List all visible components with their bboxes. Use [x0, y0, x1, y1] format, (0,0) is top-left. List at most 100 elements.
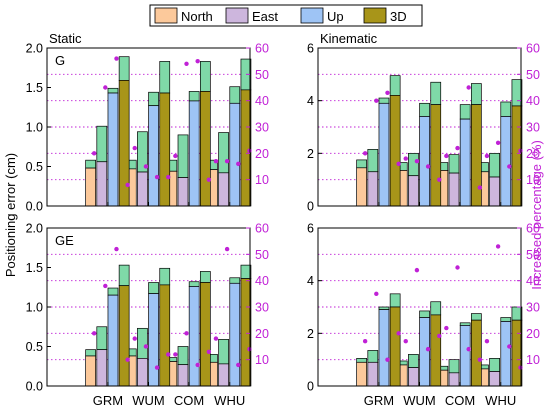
- percentage-point: [224, 159, 230, 164]
- bar-extension-d3: [118, 56, 130, 81]
- percentage-point: [484, 339, 490, 344]
- bar-extension-d3: [159, 267, 171, 286]
- bar-east: [177, 364, 189, 387]
- y-tick-label: 0.0: [26, 200, 43, 214]
- percentage-point: [247, 148, 252, 153]
- bar-d3: [240, 89, 252, 207]
- percentage-point: [362, 339, 368, 344]
- panel-bottom-right: 0 2 4 6 10 20 30 40 50 60 GRM WUM COM WHU: [307, 222, 540, 409]
- bar-east: [448, 372, 460, 387]
- bar-extension-east: [367, 350, 379, 363]
- y-tick-label: 0.0: [26, 380, 43, 394]
- percentage-point: [184, 331, 189, 336]
- bar-extension-east: [218, 339, 229, 365]
- bar-extension-d3: [511, 306, 523, 321]
- percentage-point: [437, 177, 442, 182]
- percentage-point: [195, 362, 200, 368]
- category-label: GRM: [364, 393, 394, 408]
- legend-swatch-east: [225, 7, 249, 24]
- bar-north: [85, 167, 96, 207]
- bar-extension-up: [107, 287, 119, 296]
- bar-extension-east: [367, 149, 379, 173]
- bar-east: [408, 367, 419, 387]
- panel-tag: G: [55, 53, 65, 68]
- bar-d3: [430, 104, 442, 207]
- bar-d3: [470, 319, 482, 387]
- percentage-point: [184, 61, 189, 66]
- bar-up: [378, 309, 390, 387]
- bar-extension-up: [229, 86, 241, 104]
- percentage-point: [444, 153, 449, 159]
- y2-tick-label: 50: [255, 248, 269, 262]
- bar-extension-east: [408, 354, 419, 368]
- bar-up: [148, 293, 159, 387]
- bar-up: [188, 100, 200, 207]
- percentage-point: [403, 339, 408, 344]
- percentage-point: [362, 151, 368, 156]
- percentage-point: [466, 346, 471, 352]
- percentage-point: [403, 156, 408, 161]
- legend-label-east: East: [252, 9, 278, 24]
- bar-extension-up: [500, 101, 512, 117]
- percentage-point: [103, 283, 108, 289]
- bar-east: [218, 172, 229, 207]
- bar-extension-east: [96, 125, 108, 163]
- y-axis-label-right: Increased percentage (%): [529, 140, 544, 290]
- percentage-point: [518, 148, 523, 153]
- bar-extension-east: [177, 346, 189, 366]
- percentage-point: [507, 344, 512, 349]
- percentage-point: [114, 56, 119, 61]
- bar-extension-up: [107, 87, 119, 94]
- category-label: COM: [445, 393, 475, 408]
- y2-tick-label: 20: [526, 327, 540, 341]
- bar-extension-east: [177, 134, 189, 178]
- bar-east: [96, 349, 108, 387]
- bar-extension-d3: [118, 264, 130, 287]
- bar-extension-d3: [430, 81, 442, 105]
- y-tick-label: 2.0: [26, 42, 43, 56]
- y-tick-label: 2: [307, 147, 314, 161]
- bar-east: [96, 161, 108, 207]
- percentage-point: [166, 174, 171, 180]
- bar-east: [408, 175, 419, 207]
- legend-label-up: Up: [327, 9, 344, 24]
- bar-east: [367, 171, 379, 207]
- y-tick-label: 0.5: [26, 340, 43, 354]
- bar-east: [137, 171, 148, 207]
- y-axis-label-left: Positioning error (cm): [3, 153, 18, 277]
- percentage-point: [91, 331, 97, 336]
- y2-tick-label: 50: [255, 68, 269, 82]
- y-tick-label: 2.0: [26, 222, 43, 236]
- bar-d3: [118, 285, 130, 387]
- bar-up: [229, 102, 241, 207]
- percentage-point: [507, 164, 512, 169]
- bar-extension-east: [448, 154, 460, 174]
- percentage-point: [414, 159, 420, 164]
- bar-extension-up: [188, 281, 200, 287]
- bar-extension-north: [356, 358, 367, 363]
- percentage-point: [173, 153, 178, 159]
- percentage-point: [173, 352, 178, 357]
- bar-extension-east: [137, 327, 148, 359]
- y2-tick-label: 20: [255, 327, 269, 341]
- percentage-point: [166, 352, 171, 357]
- percentage-point: [437, 333, 442, 339]
- percentage-point: [125, 357, 130, 362]
- bar-extension-east: [489, 358, 500, 372]
- bar-east: [489, 371, 500, 387]
- bar-extension-up: [378, 306, 390, 310]
- category-label: WUM: [132, 393, 165, 408]
- y2-tick-label: 10: [255, 353, 269, 367]
- bar-east: [367, 361, 379, 387]
- bar-north: [356, 167, 367, 207]
- percentage-point: [455, 145, 460, 151]
- legend: North East Up 3D: [149, 4, 423, 27]
- y-tick-label: 0.5: [26, 160, 43, 174]
- bar-up: [419, 116, 430, 207]
- percentage-point: [396, 331, 401, 336]
- percentage-point: [247, 346, 252, 352]
- y2-tick-label: 60: [255, 42, 269, 56]
- panel-title: Kinematic: [320, 31, 378, 46]
- percentage-point: [143, 164, 149, 169]
- y2-tick-label: 10: [255, 173, 269, 187]
